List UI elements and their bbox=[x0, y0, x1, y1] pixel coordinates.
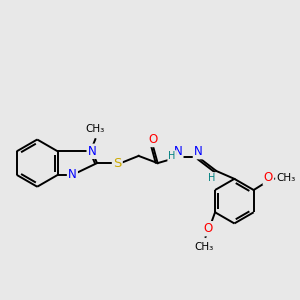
Text: N: N bbox=[174, 145, 182, 158]
Text: N: N bbox=[194, 145, 203, 158]
Text: O: O bbox=[203, 222, 212, 235]
Text: O: O bbox=[148, 133, 158, 146]
Text: CH₃: CH₃ bbox=[194, 242, 214, 252]
Text: CH₃: CH₃ bbox=[276, 173, 296, 183]
Text: H: H bbox=[168, 151, 176, 161]
Text: S: S bbox=[113, 157, 122, 169]
Text: N: N bbox=[88, 145, 97, 158]
Text: N: N bbox=[68, 168, 77, 182]
Text: O: O bbox=[264, 171, 273, 184]
Text: CH₃: CH₃ bbox=[86, 124, 105, 134]
Text: H: H bbox=[208, 173, 215, 183]
